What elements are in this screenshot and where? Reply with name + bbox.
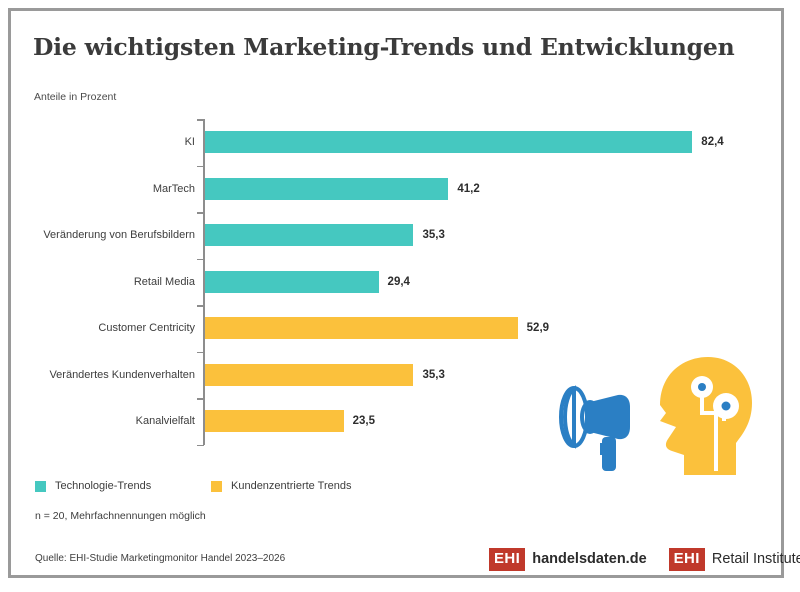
bar-value-label: 35,3 bbox=[422, 229, 445, 242]
axis-tick bbox=[197, 305, 204, 307]
ehi-logo[interactable]: EHI Retail Institute® bbox=[668, 546, 800, 572]
infographic-card: Die wichtigsten Marketing-Trends und Ent… bbox=[8, 8, 800, 581]
bar-customer bbox=[204, 317, 518, 340]
legend-label: Kundenzentrierte Trends bbox=[231, 480, 352, 492]
head-profile-icon bbox=[660, 357, 752, 475]
category-label: KI bbox=[184, 136, 195, 149]
bar-customer bbox=[204, 363, 414, 386]
axis-tick bbox=[197, 119, 204, 121]
category-label: Kanalvielfalt bbox=[135, 415, 195, 428]
bar-value-label: 29,4 bbox=[387, 275, 410, 288]
axis-tick bbox=[197, 351, 204, 354]
bar-row: Verändertes Kundenverhalten 35,3 bbox=[11, 352, 787, 399]
category-axis-line bbox=[203, 119, 205, 445]
ehi-logo-wordmark: handelsdaten.de bbox=[532, 551, 646, 567]
bar-value-label: 41,2 bbox=[457, 182, 480, 195]
ai-circuit-nodes bbox=[691, 376, 739, 471]
axis-tick bbox=[197, 258, 204, 261]
category-label: MarTech bbox=[152, 182, 195, 195]
ai-head-megaphone-illustration bbox=[556, 351, 756, 481]
bar-row: Kanalvielfalt 23,5 bbox=[11, 398, 787, 445]
bar-row: Retail Media 29,4 bbox=[11, 259, 787, 306]
category-label: Veränderung von Berufsbildern bbox=[43, 229, 195, 242]
bar-row: Customer Centricity 52,9 bbox=[11, 305, 787, 352]
ehi-logo[interactable]: EHI handelsdaten.de bbox=[489, 546, 647, 572]
source-note: Quelle: EHI-Studie Marketingmonitor Hand… bbox=[35, 553, 286, 564]
legend-label: Technologie-Trends bbox=[55, 480, 152, 492]
chart-subtitle: Anteile in Prozent bbox=[34, 91, 117, 103]
axis-tick bbox=[197, 212, 204, 214]
bar-value-label: 52,9 bbox=[526, 322, 550, 335]
category-label: Verändertes Kundenverhalten bbox=[49, 368, 195, 381]
logo-group: EHI handelsdaten.de EHI Retail Institute® bbox=[489, 546, 800, 572]
axis-tick bbox=[197, 444, 204, 447]
bar-row: KI 82,4 bbox=[11, 119, 787, 166]
bar-tech bbox=[204, 224, 414, 247]
legend-item[interactable]: Kundenzentrierte Trends bbox=[211, 479, 351, 493]
sample-size-note: n = 20, Mehrfachnennungen möglich bbox=[35, 510, 206, 522]
bar-chart-plot: KI 82,4 MarTech 41,2 Veränderung von Berufsb… bbox=[11, 11, 787, 581]
legend-swatch-icon bbox=[35, 480, 46, 492]
axis-tick bbox=[197, 398, 204, 400]
ehi-logo-wordmark: Retail Institute® bbox=[712, 551, 800, 567]
ehi-logo-mark: EHI bbox=[668, 547, 705, 571]
axis-tick bbox=[197, 165, 204, 168]
ehi-logo-mark: EHI bbox=[489, 547, 526, 571]
ehi-logo-wordmark-text: Retail Institute bbox=[711, 551, 800, 567]
category-label: Retail Media bbox=[133, 275, 195, 288]
bar-tech bbox=[204, 131, 693, 154]
bar-row: Veränderung von Berufsbildern 35,3 bbox=[11, 212, 787, 259]
category-label: Customer Centricity bbox=[98, 322, 195, 335]
page-title: Die wichtigsten Marketing-Trends und Ent… bbox=[33, 33, 735, 61]
bar-row: MarTech 41,2 bbox=[11, 166, 787, 213]
ehi-logo-wordmark-text: handelsdaten.de bbox=[532, 551, 647, 567]
bar-value-label: 35,3 bbox=[422, 368, 445, 381]
legend-item[interactable]: Technologie-Trends bbox=[35, 479, 151, 493]
bar-customer bbox=[204, 410, 344, 433]
bar-value-label: 23,5 bbox=[352, 415, 375, 428]
bar-tech bbox=[204, 177, 449, 200]
bar-tech bbox=[204, 270, 379, 293]
bar-value-label: 82,4 bbox=[701, 136, 724, 149]
megaphone-icon bbox=[559, 385, 630, 471]
legend-swatch-icon bbox=[211, 480, 222, 492]
